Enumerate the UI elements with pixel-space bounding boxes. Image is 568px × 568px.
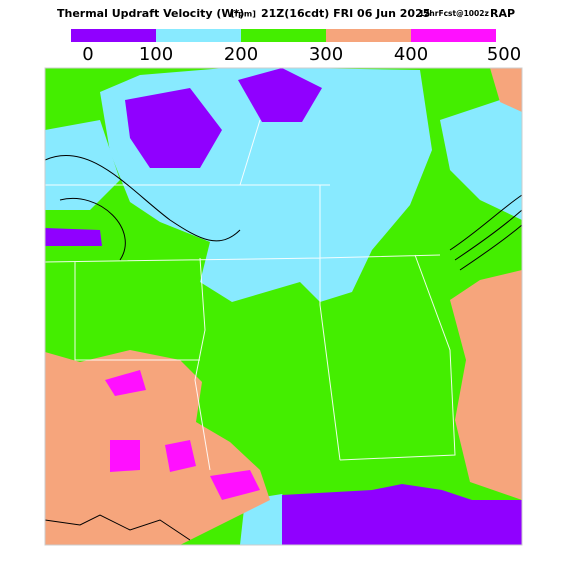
model: RAP [490, 7, 515, 20]
field-magenta [110, 440, 140, 472]
field-cyan [440, 100, 522, 220]
colorbar-label: 0 [82, 44, 93, 65]
colorbar-segment [241, 29, 326, 42]
field-magenta [210, 470, 260, 500]
forecast: 12hrFcst@1002z [419, 9, 489, 18]
map [44, 67, 523, 546]
contour [44, 154, 523, 541]
frame [44, 67, 523, 546]
field-purple [238, 68, 322, 122]
colorbar-label: 500 [487, 44, 521, 65]
title: Thermal Updraft Velocity (W*) [57, 7, 244, 20]
colorbar-segment [71, 29, 156, 42]
field-purple [125, 88, 222, 168]
field-cyan [45, 120, 120, 210]
field-peach [450, 270, 522, 500]
state-border [44, 119, 456, 471]
colorbar-label: 300 [309, 44, 343, 65]
field-magenta [105, 370, 146, 396]
colorbar-segment [156, 29, 241, 42]
colorbar: 0 100 200 300 400 500 [71, 29, 521, 65]
colorbar-segment [326, 29, 411, 42]
colorbar-segment [411, 29, 496, 42]
field-purple [282, 484, 522, 545]
colorbar-label: 100 [139, 44, 173, 65]
field-purple [45, 228, 102, 246]
colorbar-label: 200 [224, 44, 258, 65]
valid-time: 21Z(16cdt) FRI 06 Jun 2025 [261, 7, 430, 20]
field-peach [45, 350, 270, 545]
units: [fpm] [231, 10, 256, 19]
field-peach [490, 68, 522, 112]
field-magenta [165, 440, 196, 472]
colorbar-label: 400 [394, 44, 428, 65]
